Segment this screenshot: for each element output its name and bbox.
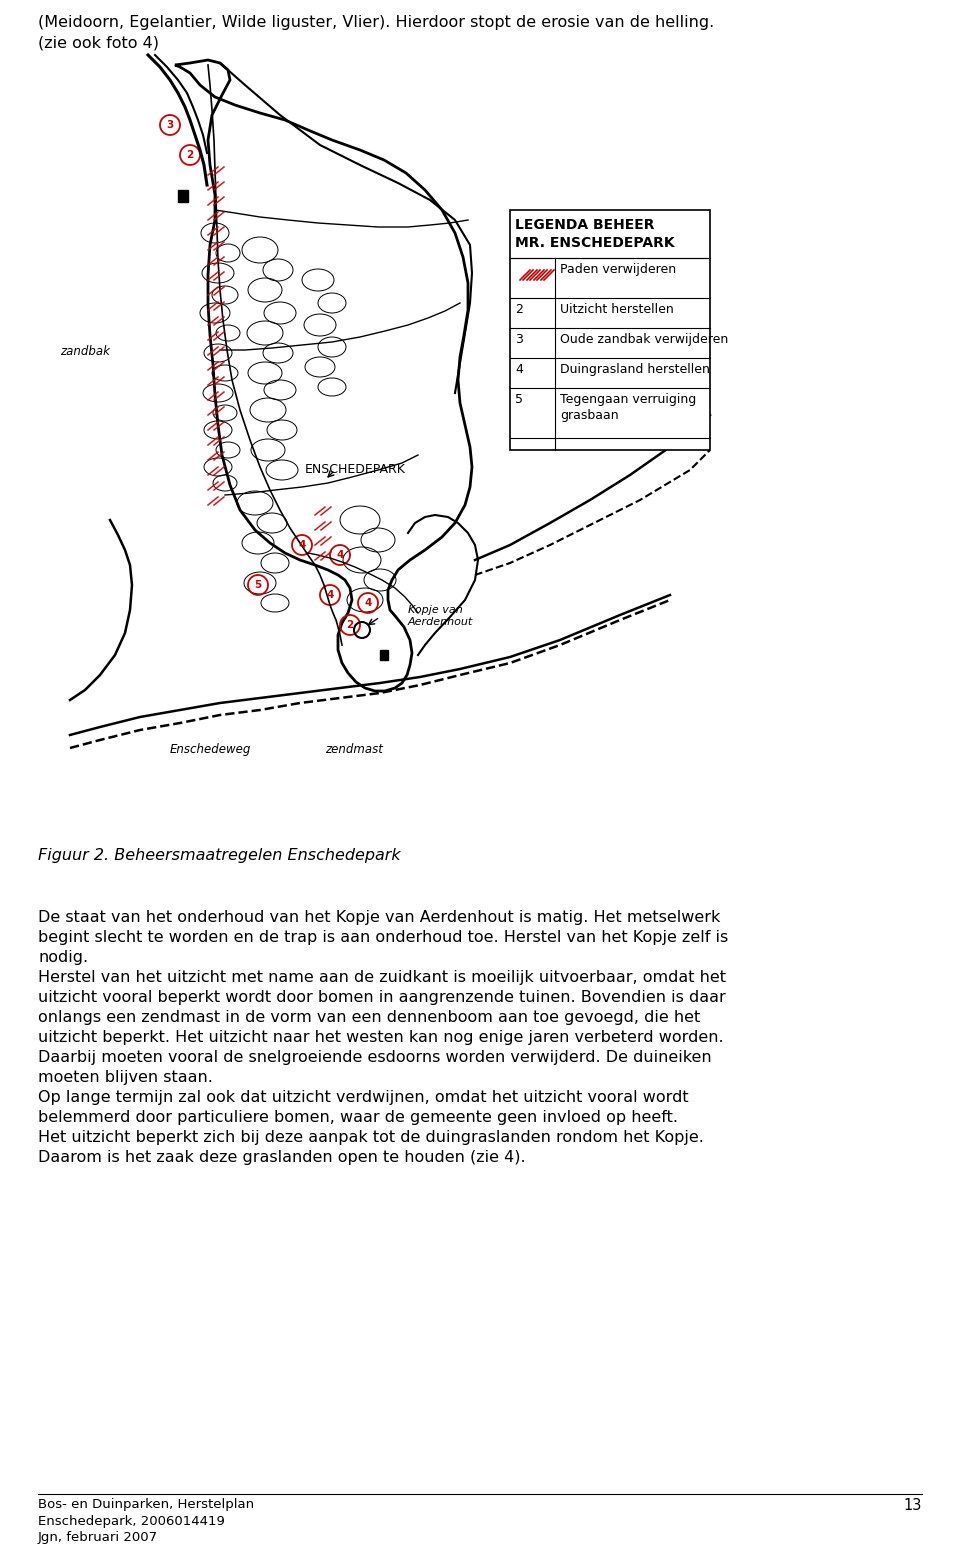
- Text: MR. ENSCHEDEPARK: MR. ENSCHEDEPARK: [515, 237, 675, 251]
- Text: Duingrasland herstellen: Duingrasland herstellen: [560, 364, 709, 376]
- Text: 13: 13: [903, 1497, 922, 1513]
- Text: 5: 5: [254, 580, 262, 589]
- Text: Paden verwijderen: Paden verwijderen: [560, 263, 676, 275]
- Text: 5: 5: [515, 393, 523, 405]
- Text: 2: 2: [347, 620, 353, 630]
- Text: zendmast: zendmast: [325, 743, 383, 756]
- Text: 4: 4: [326, 589, 334, 600]
- Bar: [380, 650, 388, 661]
- Bar: [178, 190, 188, 203]
- Text: Uitzicht herstellen: Uitzicht herstellen: [560, 303, 674, 316]
- Text: Oude zandbak verwijderen: Oude zandbak verwijderen: [560, 333, 729, 347]
- Text: (zie ook foto 4): (zie ook foto 4): [38, 36, 159, 50]
- Text: De staat van het onderhoud van het Kopje van Aerdenhout is matig. Het metselwerk: De staat van het onderhoud van het Kopje…: [38, 910, 729, 1165]
- Text: 2: 2: [515, 303, 523, 316]
- Text: 3: 3: [515, 333, 523, 347]
- Text: 2: 2: [186, 150, 194, 159]
- Text: Kopje van
Aerdenhout: Kopje van Aerdenhout: [408, 605, 473, 627]
- Text: ENSCHEDEPARK: ENSCHEDEPARK: [305, 463, 406, 476]
- Text: 4: 4: [299, 540, 305, 551]
- Text: (Meidoorn, Egelantier, Wilde liguster, Vlier). Hierdoor stopt de erosie van de h: (Meidoorn, Egelantier, Wilde liguster, V…: [38, 15, 714, 29]
- Text: Bos- en Duinparken, Herstelplan
Enschedepark, 2006014419
Jgn, februari 2007: Bos- en Duinparken, Herstelplan Enschede…: [38, 1497, 254, 1544]
- Text: LEGENDA BEHEER: LEGENDA BEHEER: [515, 218, 655, 232]
- Text: zandbak: zandbak: [60, 345, 109, 357]
- Text: Tegengaan verruiging
grasbaan: Tegengaan verruiging grasbaan: [560, 393, 696, 422]
- Text: 4: 4: [364, 599, 372, 608]
- Bar: [510, 210, 710, 450]
- Text: Enschedeweg: Enschedeweg: [170, 743, 252, 756]
- Text: 3: 3: [166, 121, 174, 130]
- Text: Figuur 2. Beheersmaatregelen Enschedepark: Figuur 2. Beheersmaatregelen Enschedepar…: [38, 848, 400, 863]
- Text: 4: 4: [336, 551, 344, 560]
- Text: 4: 4: [515, 364, 523, 376]
